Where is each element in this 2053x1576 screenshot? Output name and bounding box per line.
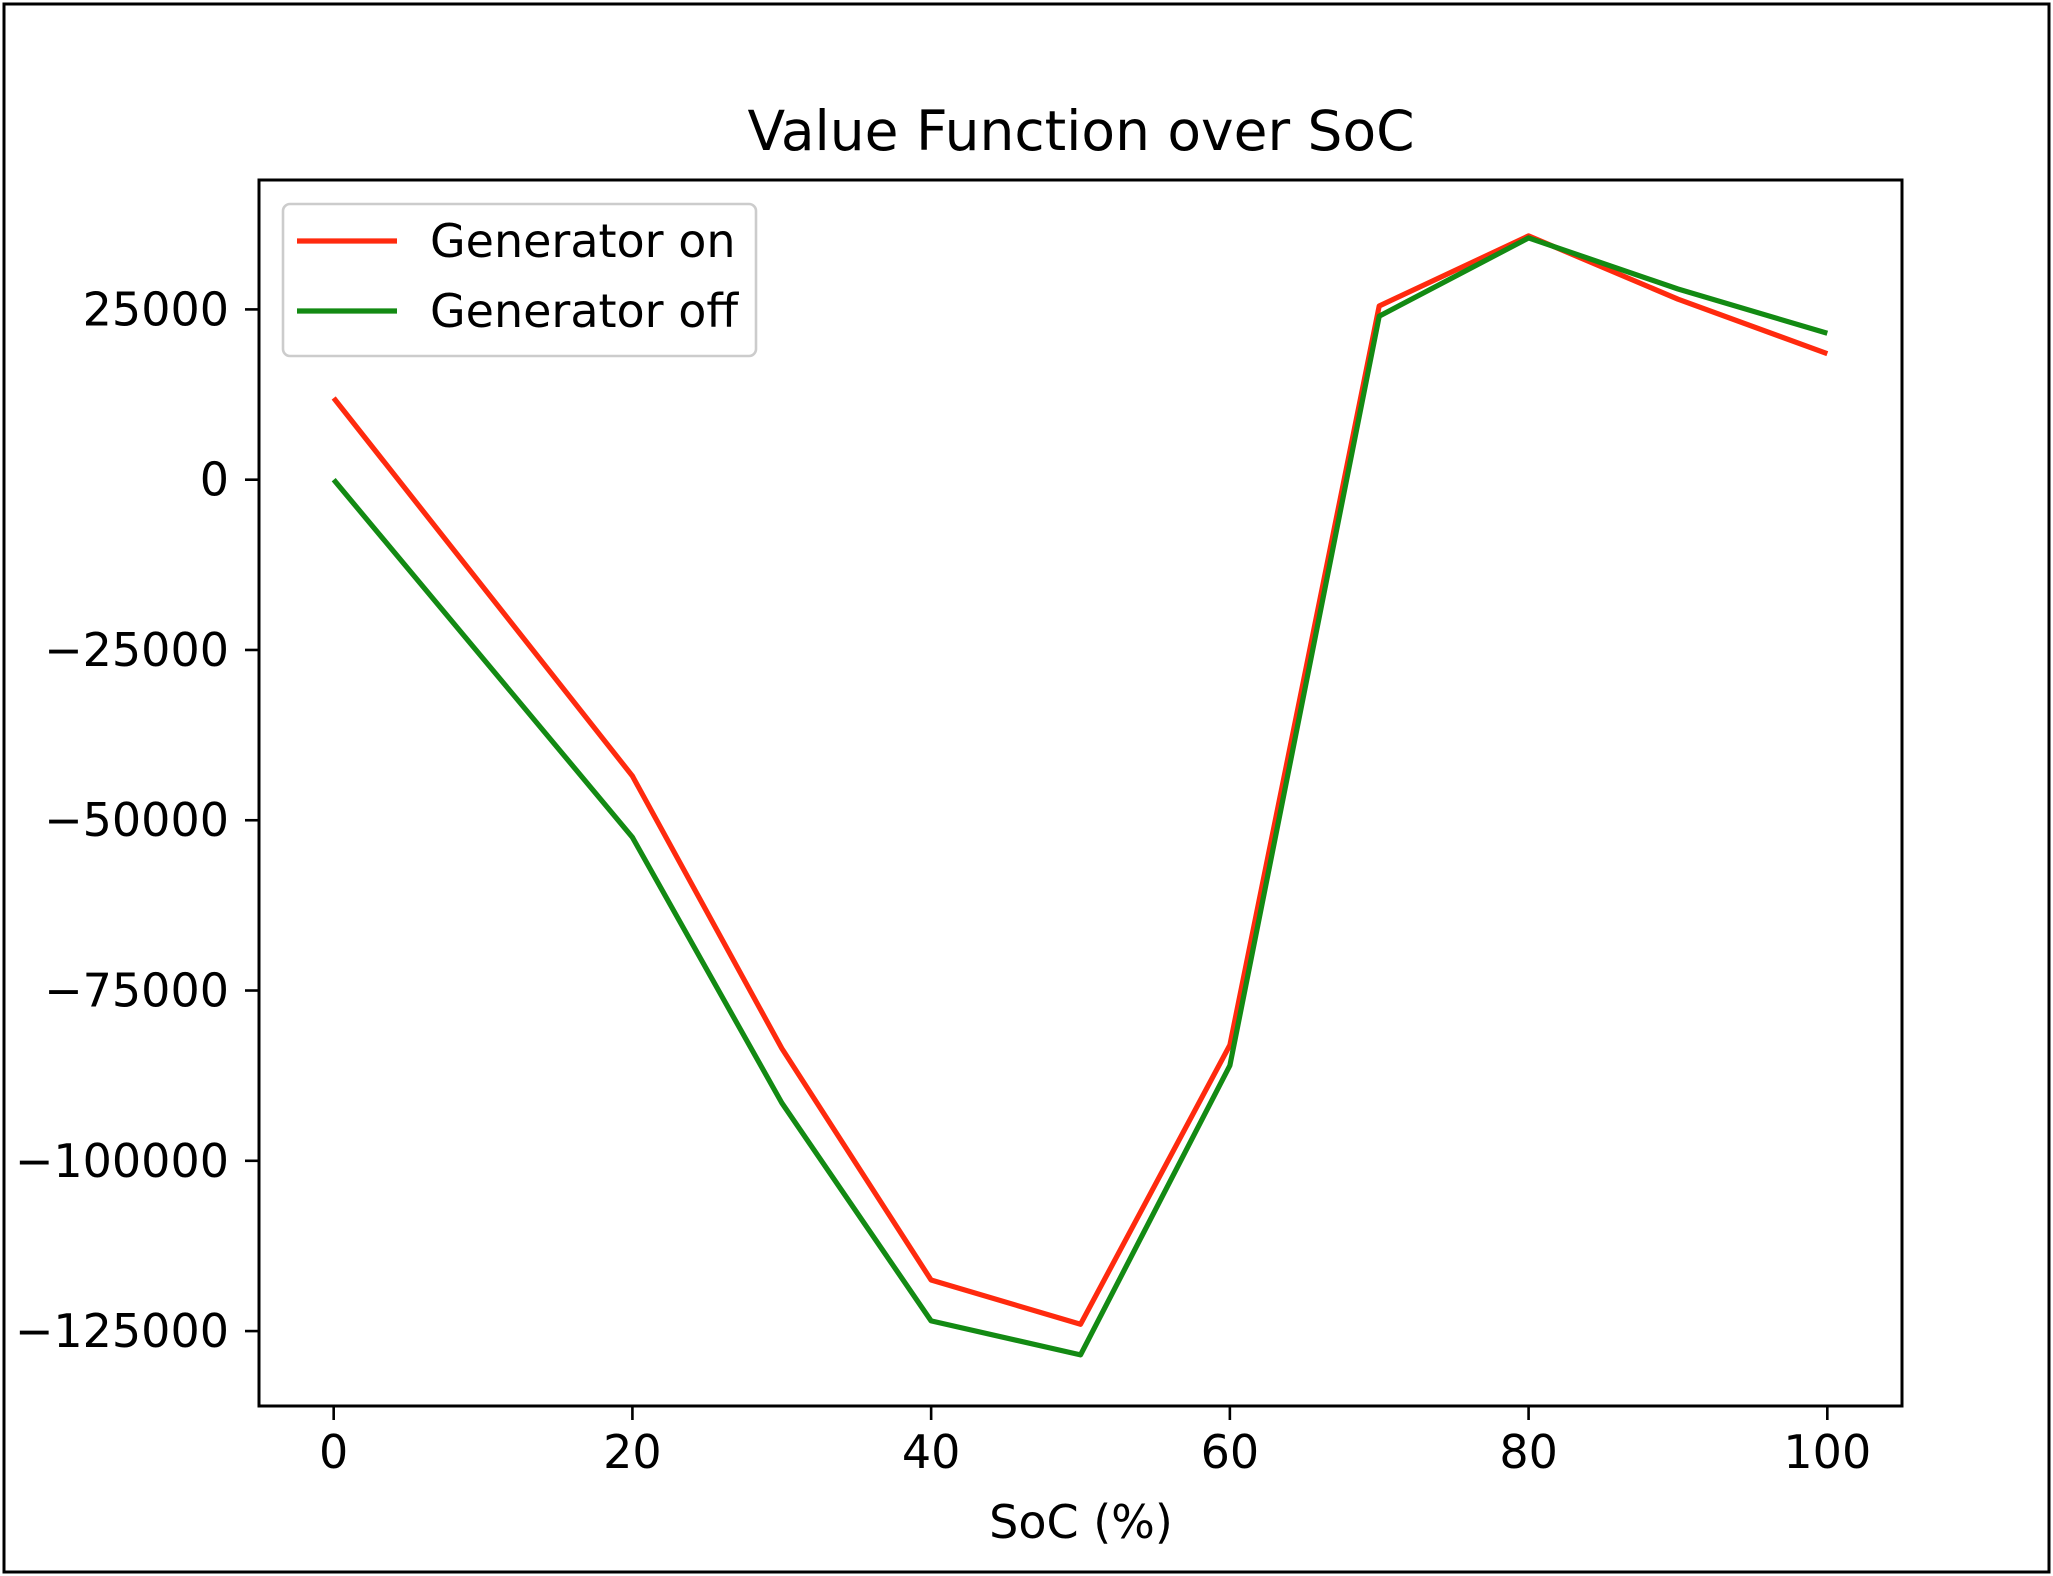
legend-label-generator-on: Generator on [430, 214, 736, 268]
y-tick-label: −125000 [15, 1304, 229, 1358]
series-line-generator-off [331, 235, 1829, 1358]
x-axis-label: SoC (%) [989, 1495, 1173, 1549]
legend: Generator on Generator off [281, 202, 758, 358]
x-tick-label: 40 [902, 1425, 961, 1479]
x-axis: 0 20 40 60 80 100 [319, 1406, 1871, 1479]
x-tick-label: 0 [319, 1425, 348, 1479]
y-tick-label: −25000 [44, 623, 229, 677]
y-tick-label: −75000 [44, 964, 229, 1018]
series-layer [331, 233, 1829, 1358]
chart-title: Value Function over SoC [747, 99, 1414, 163]
y-tick-label: −50000 [44, 793, 229, 847]
y-axis: 25000 0 −25000 −50000 −75000 −100000 −125000 [15, 282, 259, 1358]
x-tick-label: 20 [603, 1425, 662, 1479]
y-tick-label: 25000 [83, 282, 229, 336]
x-tick-label: 100 [1783, 1425, 1871, 1479]
plot-area [257, 178, 1904, 1408]
legend-box [281, 202, 758, 358]
legend-label-generator-off: Generator off [430, 284, 739, 338]
y-tick-label: 0 [200, 453, 229, 507]
series-line-generator-on [331, 233, 1829, 1327]
y-tick-label: −100000 [15, 1134, 229, 1188]
x-tick-label: 80 [1499, 1425, 1558, 1479]
x-tick-label: 60 [1201, 1425, 1260, 1479]
